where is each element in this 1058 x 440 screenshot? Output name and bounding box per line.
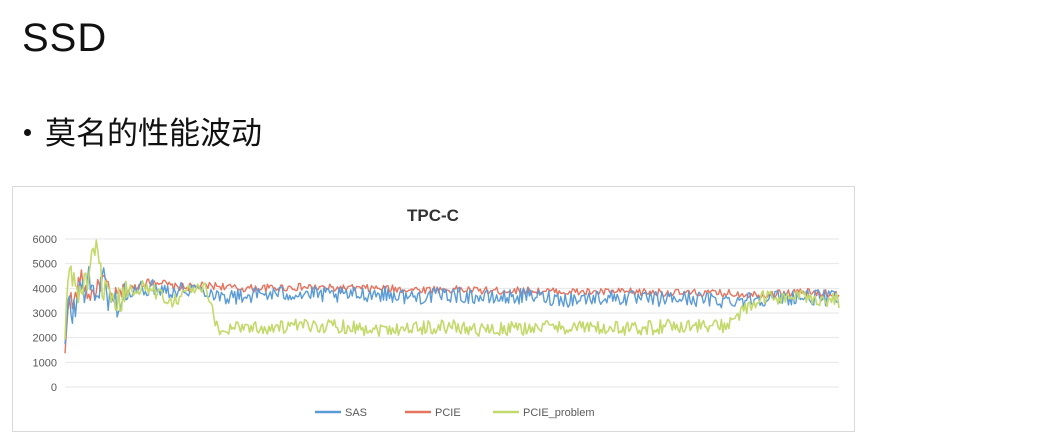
- y-tick-label: 6000: [33, 234, 57, 246]
- bullet-dot-icon: [24, 129, 31, 136]
- y-tick-label: 5000: [33, 259, 57, 271]
- y-tick-label: 0: [51, 382, 57, 394]
- legend-label-pcie: PCIE: [435, 407, 461, 419]
- tpcc-chart: TPC-C 0 1000 2000 3000 4000 5000 6000 SAS PCIE P…: [33, 206, 840, 419]
- gridlines: [65, 238, 839, 388]
- y-axis-ticks: 0 1000 2000 3000 4000 5000 6000: [33, 234, 57, 394]
- bullet-text: 莫名的性能波动: [45, 116, 262, 152]
- y-tick-label: 3000: [33, 308, 57, 320]
- y-tick-label: 2000: [33, 333, 57, 345]
- legend: SAS PCIE PCIE_problem: [315, 407, 595, 419]
- bullet-item: 莫名的性能波动: [24, 108, 262, 153]
- chart-frame: TPC-C 0 1000 2000 3000 4000 5000 6000 SAS PCIE P…: [12, 186, 855, 432]
- legend-label-pcie_problem: PCIE_problem: [523, 407, 595, 419]
- series-lines: [64, 239, 840, 354]
- chart-title: TPC-C: [407, 206, 459, 225]
- slide-title: SSD: [22, 16, 108, 60]
- y-tick-label: 4000: [33, 283, 57, 295]
- series-line-sas: [64, 266, 840, 345]
- y-tick-label: 1000: [33, 357, 57, 369]
- legend-label-sas: SAS: [345, 407, 367, 419]
- series-line-pcie_problem: [64, 239, 840, 340]
